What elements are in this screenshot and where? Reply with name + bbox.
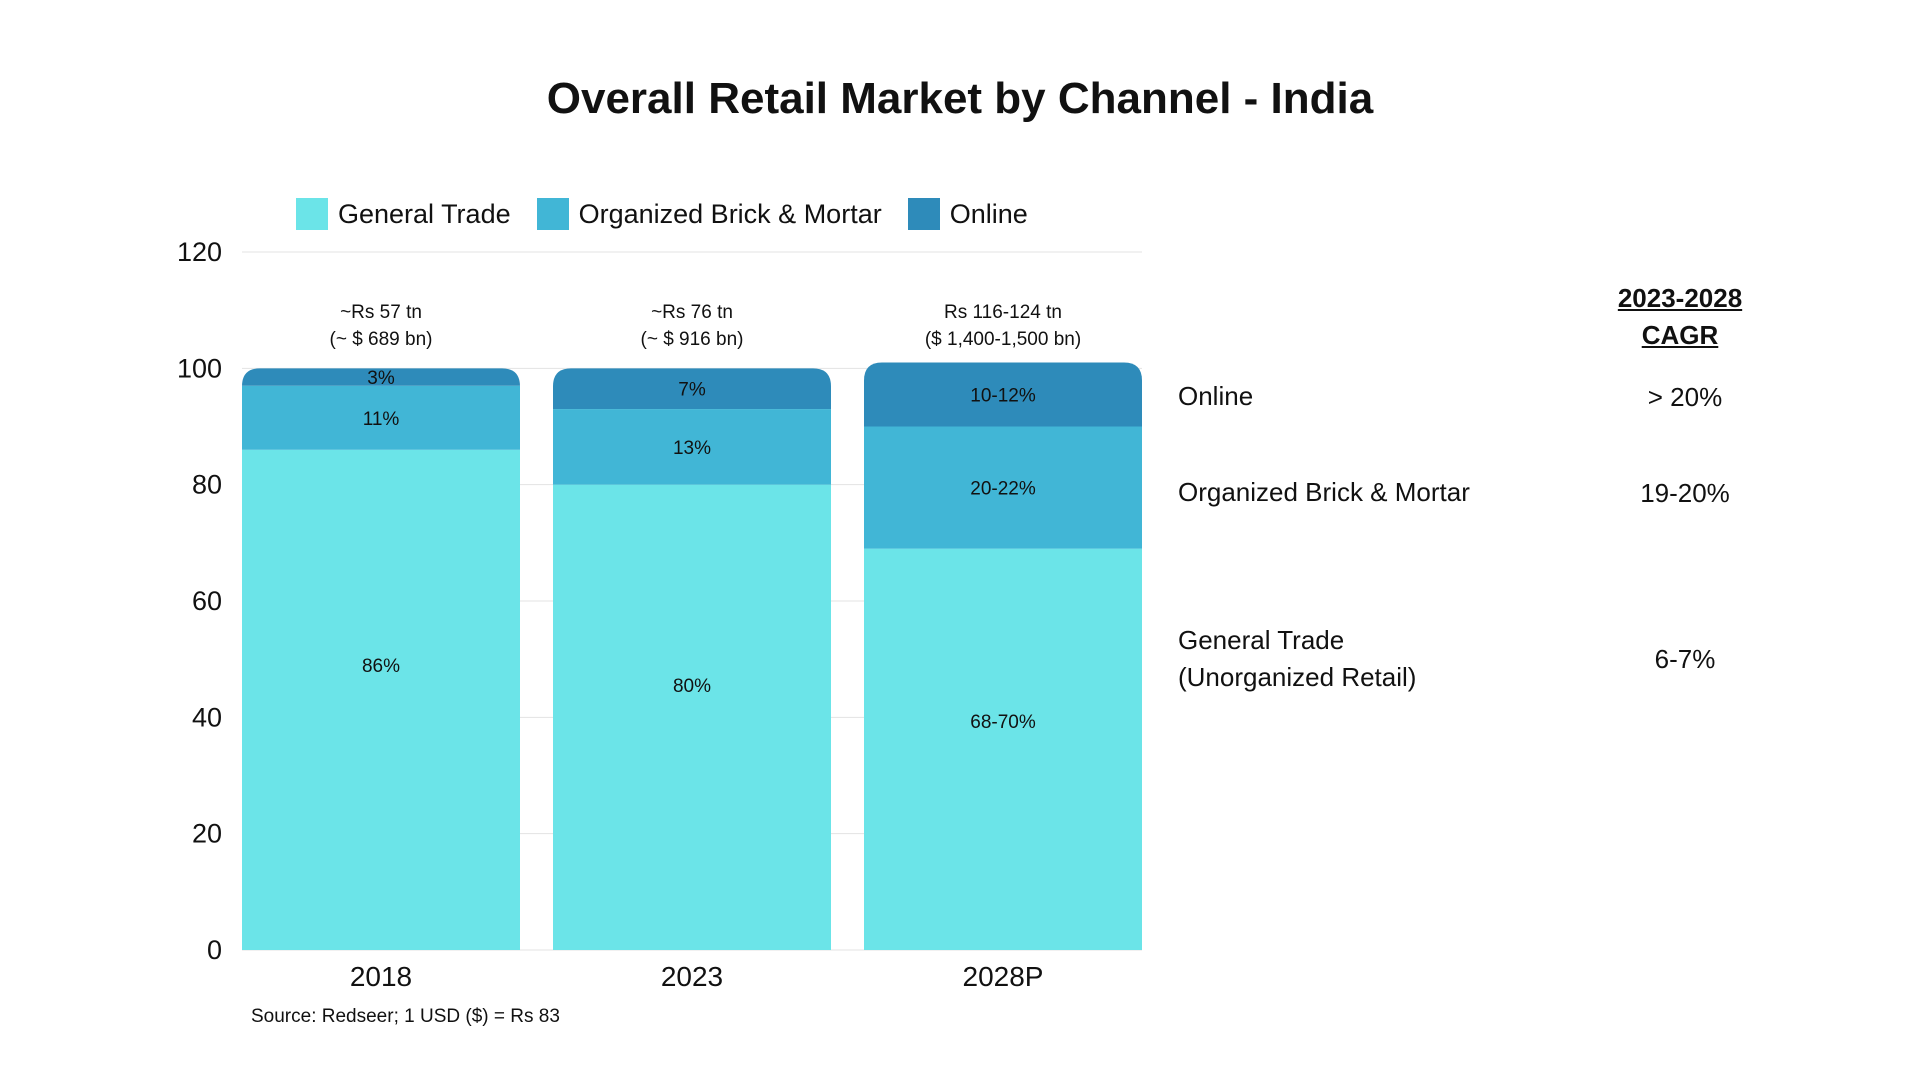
legend-swatch bbox=[296, 198, 328, 230]
cagr-label-online: Online bbox=[1178, 381, 1254, 411]
legend-label: Organized Brick & Mortar bbox=[578, 198, 882, 229]
data-label: 80% bbox=[673, 676, 711, 697]
data-label: 7% bbox=[678, 380, 706, 401]
bar-segment-organized-brick-mortar bbox=[242, 385, 520, 450]
data-label: 20-22% bbox=[970, 479, 1036, 500]
y-tick-label: 60 bbox=[192, 586, 222, 616]
source-note: Source: Redseer; 1 USD ($) = Rs 83 bbox=[251, 1006, 560, 1027]
legend-label: Online bbox=[949, 198, 1028, 229]
y-tick-label: 20 bbox=[192, 819, 222, 849]
x-tick-label: 2028P bbox=[963, 961, 1044, 992]
legend-item-organized: Organized Brick & Mortar bbox=[536, 198, 882, 230]
cagr-label-general-trade-line1: General Trade bbox=[1178, 625, 1345, 655]
y-tick-label: 100 bbox=[177, 353, 222, 383]
data-label: 13% bbox=[673, 438, 711, 459]
x-tick-label: 2023 bbox=[661, 961, 723, 992]
y-tick-label: 0 bbox=[207, 935, 222, 965]
bar-segment-general-trade bbox=[864, 548, 1142, 950]
cagr-value-online: > 20% bbox=[1647, 382, 1723, 412]
y-tick-label: 120 bbox=[177, 237, 222, 267]
legend-swatch bbox=[907, 198, 940, 230]
cagr-heading-line1: 2023-2028 bbox=[1617, 283, 1743, 313]
legend: General Trade Organized Brick & Mortar O… bbox=[296, 198, 1054, 230]
y-tick-label: 80 bbox=[192, 470, 222, 500]
total-label-rs: ~Rs 57 tn bbox=[340, 302, 422, 323]
legend-item-online: Online bbox=[907, 198, 1028, 230]
data-label: 10-12% bbox=[970, 386, 1036, 407]
bar-segment-general-trade bbox=[553, 484, 831, 950]
cagr-label-organized: Organized Brick & Mortar bbox=[1178, 477, 1470, 507]
bar-segment-online bbox=[864, 362, 1142, 427]
total-label-rs: Rs 116-124 tn bbox=[944, 302, 1062, 323]
legend-swatch bbox=[536, 198, 569, 230]
legend-item-general-trade: General Trade bbox=[296, 198, 511, 230]
total-label-usd: (~ $ 916 bn) bbox=[641, 329, 744, 350]
data-label: 86% bbox=[362, 656, 400, 677]
bar-segment-organized-brick-mortar bbox=[864, 426, 1142, 549]
data-label: 68-70% bbox=[970, 712, 1036, 733]
chart-title: Overall Retail Market by Channel - India bbox=[546, 74, 1374, 123]
total-label-rs: ~Rs 76 tn bbox=[651, 302, 733, 323]
bar-segment-online bbox=[553, 368, 831, 410]
cagr-value-general-trade: 6-7% bbox=[1654, 644, 1716, 674]
data-label: 11% bbox=[363, 409, 400, 430]
total-label-usd: ($ 1,400-1,500 bn) bbox=[925, 329, 1081, 350]
cagr-heading: 2023-2028 CAGR bbox=[1590, 280, 1770, 354]
bar-segment-general-trade bbox=[242, 449, 520, 950]
cagr-label-general-trade: General Trade (Unorganized Retail) bbox=[1178, 622, 1416, 696]
bar-segment-online bbox=[242, 368, 520, 387]
cagr-value-organized: 19-20% bbox=[1640, 478, 1730, 508]
x-tick-label: 2018 bbox=[350, 961, 412, 992]
y-tick-label: 40 bbox=[192, 702, 222, 732]
cagr-heading-line2: CAGR bbox=[1641, 320, 1719, 350]
total-label-usd: (~ $ 689 bn) bbox=[330, 329, 433, 350]
data-label: 3% bbox=[367, 368, 395, 389]
bar-segment-organized-brick-mortar bbox=[553, 409, 831, 485]
cagr-label-general-trade-line2: (Unorganized Retail) bbox=[1178, 662, 1417, 692]
legend-label: General Trade bbox=[338, 198, 511, 229]
